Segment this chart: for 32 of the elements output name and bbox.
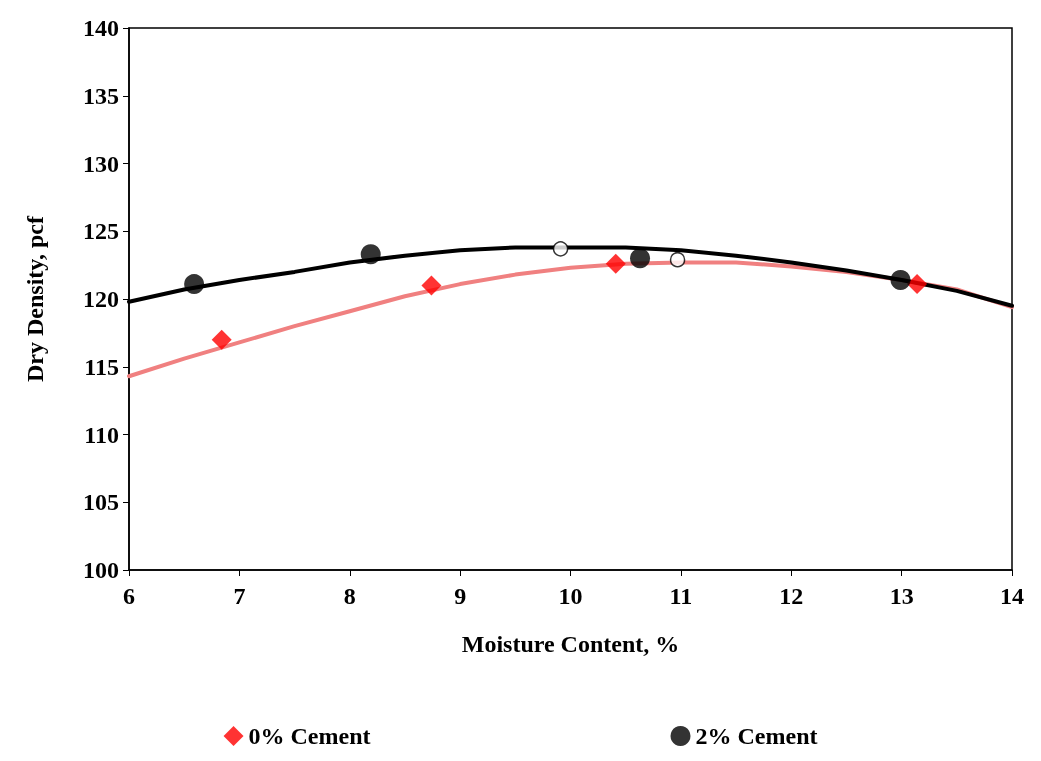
y-tick-label: 110 [84, 421, 119, 448]
y-tick-label: 135 [83, 82, 119, 109]
point [890, 270, 911, 291]
y-axis-title: Dry Density, pcf [22, 215, 48, 382]
y-tick-label: 115 [84, 353, 119, 380]
x-tick-label: 10 [558, 583, 583, 609]
point [360, 244, 381, 265]
x-axis-title: Moisture Content, % [461, 631, 680, 657]
y-tick-label: 125 [83, 218, 119, 245]
point [552, 241, 569, 257]
x-tick-label: 11 [669, 583, 693, 609]
x-tick-label: 12 [779, 583, 804, 609]
y-tick-label: 100 [83, 557, 119, 583]
y-tick-label: 140 [83, 15, 119, 41]
point [211, 329, 232, 350]
x-tick-label: 7 [233, 583, 246, 609]
y-tick-label: 120 [83, 286, 119, 312]
legend-label: 0% Cement [248, 723, 371, 749]
legend-label: 2% Cement [695, 723, 818, 749]
x-tick-label: 9 [454, 583, 467, 609]
y-tick-label: 130 [83, 150, 119, 177]
x-tick-label: 13 [889, 583, 914, 609]
point [907, 274, 928, 295]
y-tick-label: 105 [83, 489, 119, 516]
x-tick-label: 8 [343, 583, 356, 609]
point [421, 275, 442, 296]
x-tick-label: 14 [1000, 583, 1024, 609]
point [630, 248, 651, 269]
point [184, 274, 205, 295]
point [605, 253, 626, 274]
point [669, 251, 686, 268]
x-tick-label: 6 [123, 583, 135, 609]
